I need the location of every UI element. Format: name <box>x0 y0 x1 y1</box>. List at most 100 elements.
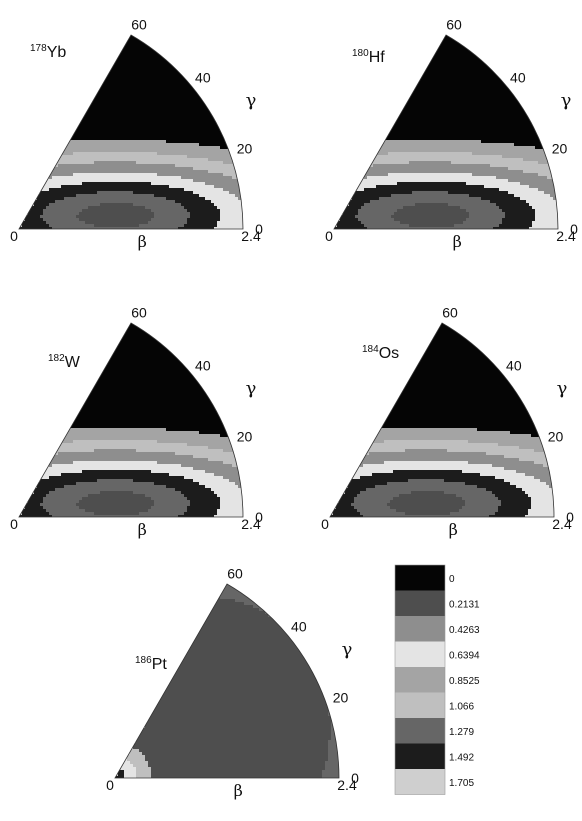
contour-band <box>379 212 382 215</box>
contour-band <box>409 125 412 128</box>
contour-band <box>133 92 136 95</box>
contour-band <box>118 131 121 134</box>
contour-band <box>397 221 400 224</box>
contour-band <box>205 110 208 113</box>
contour-band <box>166 71 169 74</box>
contour-band <box>373 173 376 176</box>
contour-band <box>145 221 148 224</box>
contour-band <box>415 209 418 212</box>
contour-band <box>103 131 106 134</box>
contour-band <box>154 95 157 98</box>
contour-band <box>163 167 166 170</box>
contour-band <box>115 131 118 134</box>
contour-band <box>427 125 430 128</box>
contour-band <box>64 167 67 170</box>
contour-band <box>442 65 445 68</box>
contour-band <box>466 167 469 170</box>
contour-band <box>79 179 82 182</box>
contour-band <box>169 95 172 98</box>
contour-band <box>217 143 220 146</box>
contour-band <box>136 155 139 158</box>
contour-band <box>106 182 109 185</box>
contour-band <box>112 212 115 215</box>
contour-band <box>115 224 118 227</box>
contour-band <box>391 218 394 221</box>
contour-band <box>103 200 106 203</box>
contour-band <box>205 122 208 125</box>
contour-band <box>61 155 64 158</box>
contour-band <box>187 155 190 158</box>
contour-band <box>403 149 406 152</box>
contour-band <box>475 98 478 101</box>
contour-band <box>166 179 169 182</box>
contour-band <box>409 185 412 188</box>
contour-band <box>88 224 91 227</box>
contour-band <box>91 119 94 122</box>
contour-band <box>394 185 397 188</box>
contour-band <box>463 209 466 212</box>
contour-band <box>469 188 472 191</box>
contour-band <box>91 146 94 149</box>
contour-band <box>427 194 430 197</box>
contour-band <box>106 197 109 200</box>
contour-band <box>466 227 469 229</box>
contour-band <box>73 206 76 209</box>
contour-band <box>430 125 433 128</box>
contour-band <box>466 62 469 65</box>
contour-band <box>433 59 436 62</box>
contour-band <box>118 113 121 116</box>
contour-band <box>145 86 148 89</box>
contour-band <box>397 146 400 149</box>
contour-band <box>466 185 469 188</box>
contour-band <box>241 212 243 215</box>
contour-band <box>442 107 445 110</box>
contour-band <box>85 206 88 209</box>
contour-band <box>454 92 457 95</box>
contour-band <box>454 47 457 50</box>
contour-band <box>103 194 106 197</box>
contour-band <box>79 182 82 185</box>
contour-band <box>139 113 142 116</box>
contour-band <box>76 152 79 155</box>
contour-band <box>181 83 184 86</box>
contour-band <box>133 98 136 101</box>
contour-band <box>88 122 91 125</box>
contour-band <box>178 176 181 179</box>
contour-band <box>427 200 430 203</box>
contour-band <box>94 122 97 125</box>
contour-band <box>475 68 478 71</box>
contour-band <box>469 107 472 110</box>
contour-band <box>154 155 157 158</box>
contour-band <box>400 146 403 149</box>
contour-band <box>175 110 178 113</box>
contour-band <box>463 104 466 107</box>
contour-band <box>154 173 157 176</box>
contour-band <box>220 152 223 155</box>
contour-band <box>163 191 166 194</box>
contour-band <box>469 203 472 206</box>
contour-band <box>217 209 220 212</box>
contour-band <box>148 152 151 155</box>
contour-band <box>460 191 463 194</box>
contour-band <box>454 107 457 110</box>
contour-band <box>139 173 142 176</box>
contour-band <box>88 170 91 173</box>
contour-band <box>103 170 106 173</box>
contour-band <box>439 164 442 167</box>
contour-band <box>154 104 157 107</box>
contour-band <box>226 179 229 182</box>
contour-band <box>172 197 175 200</box>
contour-band <box>106 170 109 173</box>
contour-band <box>118 71 121 74</box>
contour-band <box>436 212 439 215</box>
contour-band <box>193 116 196 119</box>
contour-band <box>157 107 160 110</box>
contour-band <box>211 170 214 173</box>
contour-band <box>400 182 403 185</box>
contour-band <box>118 149 121 152</box>
contour-band <box>424 191 427 194</box>
contour-band <box>163 170 166 173</box>
contour-band <box>166 107 169 110</box>
contour-band <box>79 146 82 149</box>
contour-band <box>469 122 472 125</box>
